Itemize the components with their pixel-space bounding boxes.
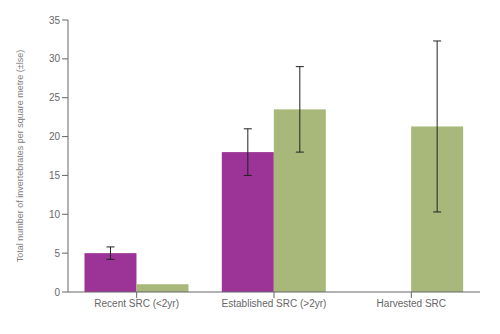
svg-text:Harvested SRC: Harvested SRC	[377, 298, 446, 309]
svg-text:0: 0	[54, 287, 60, 298]
svg-text:35: 35	[49, 15, 61, 26]
svg-text:5: 5	[54, 248, 60, 259]
svg-text:Total number of invertebrates: Total number of invertebrates per square…	[15, 50, 25, 263]
svg-text:20: 20	[49, 131, 61, 142]
svg-text:15: 15	[49, 170, 61, 181]
svg-text:Established SRC (>2yr): Established SRC (>2yr)	[222, 298, 327, 309]
svg-text:10: 10	[49, 209, 61, 220]
svg-text:Recent SRC (<2yr): Recent SRC (<2yr)	[94, 298, 179, 309]
svg-text:30: 30	[49, 53, 61, 64]
svg-text:25: 25	[49, 92, 61, 103]
